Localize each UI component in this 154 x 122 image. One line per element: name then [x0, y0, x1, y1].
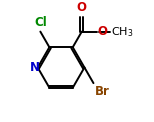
- Text: Cl: Cl: [34, 16, 47, 30]
- Text: Br: Br: [95, 85, 109, 98]
- Text: O: O: [77, 1, 87, 14]
- Text: N: N: [30, 61, 40, 74]
- Text: O: O: [97, 25, 107, 38]
- Text: CH$_3$: CH$_3$: [111, 25, 134, 39]
